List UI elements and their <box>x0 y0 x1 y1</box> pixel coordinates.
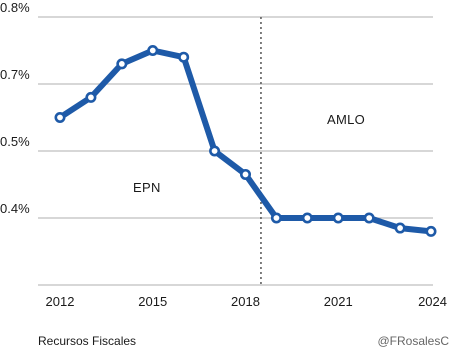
data-point-2023 <box>394 222 406 234</box>
data-point-2012 <box>54 112 66 124</box>
y-tick-label: 0.8% <box>0 0 30 15</box>
data-point-2018 <box>240 168 252 180</box>
data-point-markers <box>54 44 437 237</box>
annotation-epn: EPN <box>133 180 161 195</box>
gridlines <box>38 16 433 286</box>
data-point-2016 <box>178 51 190 63</box>
x-axis-tick-labels: 2012 2015 2018 2021 2024 <box>46 294 447 309</box>
x-tick-label: 2012 <box>46 294 75 309</box>
data-point-2024 <box>425 225 437 237</box>
data-point-2019 <box>270 212 282 224</box>
data-point-2022 <box>363 212 375 224</box>
footer-credit: @FRosalesC <box>377 334 449 348</box>
x-tick-label: 2018 <box>231 294 260 309</box>
x-tick-label: 2015 <box>138 294 167 309</box>
footer-source: Recursos Fiscales <box>38 334 136 348</box>
data-point-2020 <box>301 212 313 224</box>
data-point-2017 <box>209 145 221 157</box>
annotation-amlo: AMLO <box>327 112 365 127</box>
x-tick-label: 2024 <box>418 294 447 309</box>
y-axis-tick-labels: 0.4% 0.5% 0.7% 0.8% <box>0 0 30 216</box>
y-tick-label: 0.4% <box>0 201 30 216</box>
data-point-2014 <box>116 58 128 70</box>
y-tick-label: 0.5% <box>0 134 30 149</box>
x-tick-label: 2021 <box>324 294 353 309</box>
series-line <box>57 47 434 235</box>
data-point-2013 <box>85 91 97 103</box>
data-point-2015 <box>147 44 159 56</box>
y-tick-label: 0.7% <box>0 67 30 82</box>
data-point-2021 <box>332 212 344 224</box>
